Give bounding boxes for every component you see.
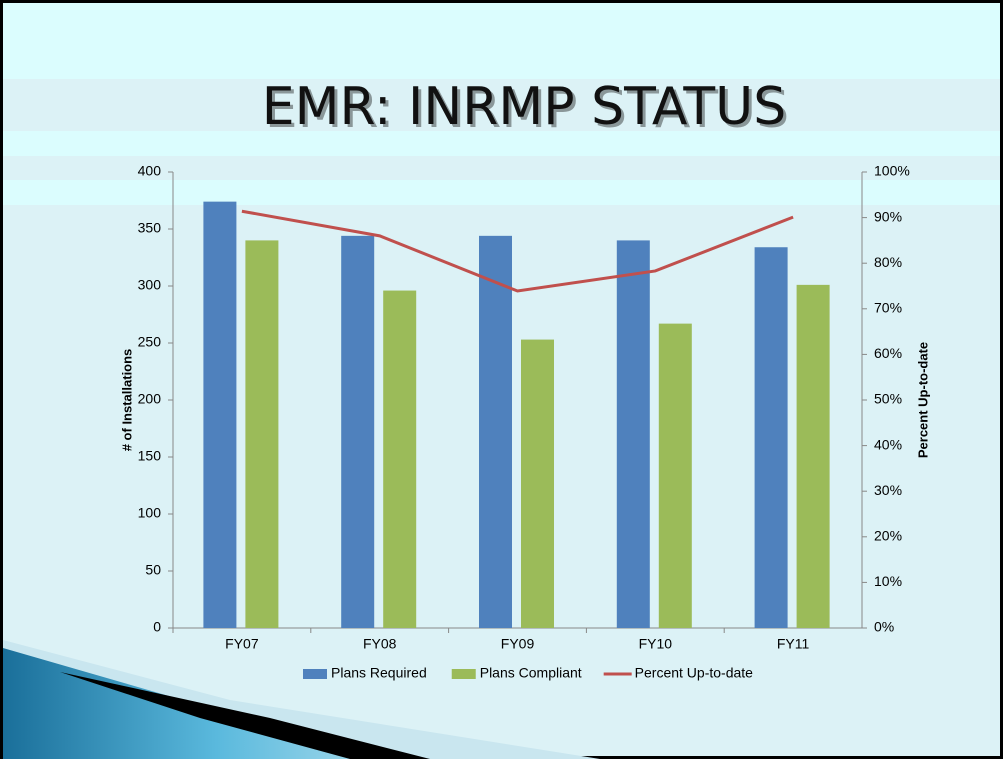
legend-label: Percent Up-to-date: [635, 665, 753, 681]
y-tick-label: 0: [153, 619, 161, 635]
y2-tick-label: 90%: [874, 208, 902, 224]
bar: [755, 247, 788, 628]
y-tick-label: 350: [138, 220, 162, 236]
y2-tick-label: 0%: [874, 619, 894, 635]
y-tick-label: 200: [138, 391, 162, 407]
band: [3, 180, 1000, 205]
bar: [479, 236, 512, 628]
y2-tick-label: 10%: [874, 573, 902, 589]
chart-title: EMR: INRMP STATUS: [262, 77, 787, 137]
band: [3, 3, 1000, 79]
x-tick-label: FY09: [501, 636, 535, 652]
y-tick-label: 400: [138, 163, 162, 179]
y2-tick-label: 70%: [874, 300, 902, 316]
y-axis-title: # of Installations: [119, 349, 134, 452]
bar: [245, 240, 278, 628]
x-tick-label: FY11: [777, 636, 810, 652]
x-tick-label: FY07: [225, 636, 259, 652]
bar: [383, 291, 416, 628]
y2-tick-label: 100%: [874, 163, 910, 179]
bar: [617, 240, 650, 628]
x-tick-label: FY10: [639, 636, 673, 652]
y2-tick-label: 30%: [874, 482, 902, 498]
y2-tick-label: 20%: [874, 528, 902, 544]
legend-swatch: [303, 669, 327, 679]
bar: [203, 202, 236, 628]
y2-tick-label: 80%: [874, 254, 902, 270]
y-tick-label: 150: [138, 448, 162, 464]
y-tick-label: 100: [138, 505, 162, 521]
y2-axis-title: Percent Up-to-date: [915, 342, 930, 458]
slide: EMR: INRMP STATUS EMR: INRMP STATUS # of…: [0, 0, 1003, 759]
legend-label: Plans Compliant: [480, 665, 582, 681]
x-tick-label: FY08: [363, 636, 397, 652]
legend-swatch: [452, 669, 476, 679]
bar: [341, 236, 374, 628]
y-tick-label: 250: [138, 334, 162, 350]
bar: [521, 340, 554, 628]
legend-label: Plans Required: [331, 665, 427, 681]
y2-tick-label: 60%: [874, 345, 902, 361]
y2-tick-label: 40%: [874, 436, 902, 452]
y-tick-label: 300: [138, 277, 162, 293]
bar: [659, 324, 692, 628]
y-tick-label: 50: [145, 562, 161, 578]
y2-tick-label: 50%: [874, 391, 902, 407]
bar: [797, 285, 830, 628]
